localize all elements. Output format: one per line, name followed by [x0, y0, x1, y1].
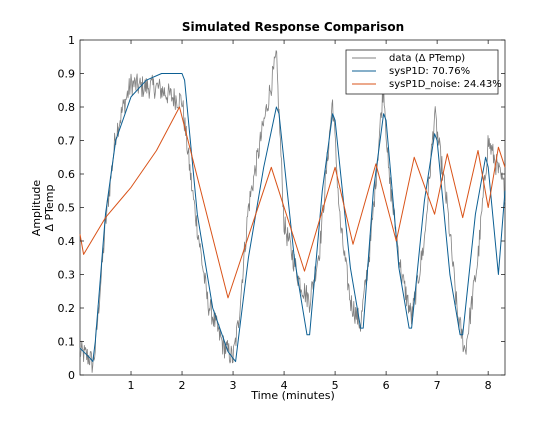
axes-box	[79, 39, 506, 376]
legend-box	[345, 49, 499, 95]
y-tick-label: 0.5	[58, 202, 76, 215]
x-tick-label: 4	[281, 379, 288, 392]
x-tick-label: 5	[332, 379, 339, 392]
tick-layer: 1 2 3 4 5 6 7 8 0 0.1 0.2 0.3 0.4 0.5 0.6 0.7 0.8 0.9 1	[58, 34, 505, 392]
y-tick-label: 0.2	[58, 302, 76, 315]
y-tick-label: 0.4	[58, 235, 76, 248]
y-axis-sublabel: Δ PTemp	[43, 185, 56, 232]
series-layer	[79, 50, 506, 373]
x-tick-label: 6	[383, 379, 390, 392]
y-tick-label: 0.9	[58, 68, 76, 81]
y-tick-label: 0	[68, 369, 75, 382]
y-tick-label: 0.6	[58, 168, 76, 181]
series-sysp1d	[79, 73, 506, 363]
y-tick-label: 0.3	[58, 269, 76, 282]
y-tick-label: 0.1	[58, 336, 76, 349]
chart-title: Simulated Response Comparison	[182, 20, 404, 34]
legend: data (Δ PTemp) sysP1D: 70.76% sysP1D_noi…	[345, 49, 502, 95]
series-sysp1d-noise	[79, 106, 506, 299]
y-tick-label: 0.7	[58, 135, 76, 148]
x-tick-label: 7	[434, 379, 441, 392]
legend-label-sysp1d: sysP1D: 70.76%	[389, 66, 470, 77]
plot-area: 1 2 3 4 5 6 7 8 0 0.1 0.2 0.3 0.4 0.5 0.6 0.7 0.8 0.9 1	[58, 34, 506, 392]
legend-label-data: data (Δ PTemp)	[389, 53, 465, 64]
series-data	[79, 50, 506, 373]
x-tick-label: 3	[230, 379, 237, 392]
y-tick-label: 0.8	[58, 101, 76, 114]
x-tick-label: 1	[128, 379, 135, 392]
x-axis-label: Time (minutes)	[250, 389, 335, 402]
y-axis-label: Amplitude	[30, 180, 43, 237]
x-tick-label: 2	[179, 379, 186, 392]
x-tick-label: 8	[485, 379, 492, 392]
legend-label-sysp1d-noise: sysP1D_noise: 24.43%	[389, 79, 502, 90]
y-tick-label: 1	[68, 34, 75, 47]
